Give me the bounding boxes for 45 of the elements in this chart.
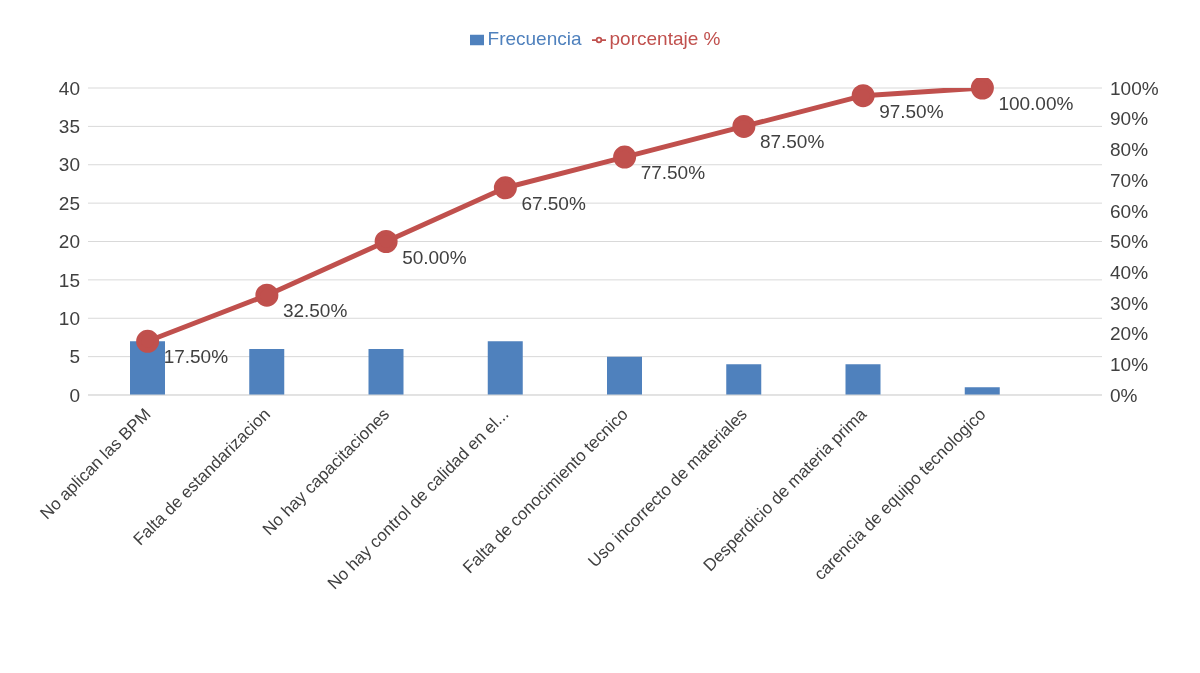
- y2-tick-label: 90%: [1110, 108, 1149, 130]
- y-tick-label: 40: [58, 77, 80, 99]
- data-label: 17.50%: [163, 346, 229, 368]
- y2-tick-label: 70%: [1110, 169, 1149, 191]
- y2-tick-label: 10%: [1110, 354, 1149, 376]
- y-tick-label: 25: [58, 192, 80, 214]
- bar: [726, 364, 762, 395]
- data-label: 100.00%: [998, 93, 1074, 114]
- bar: [487, 341, 523, 395]
- y-tick-label: 5: [69, 346, 80, 368]
- data-label: 77.50%: [640, 162, 706, 184]
- data-label: 50.00%: [402, 246, 467, 268]
- bar: [368, 348, 404, 395]
- y2-tick-label: 30%: [1110, 292, 1149, 314]
- point: [970, 78, 994, 100]
- y-tick-label: 35: [58, 116, 80, 138]
- bar: [249, 348, 285, 395]
- bar: [964, 387, 1000, 395]
- bar: [607, 356, 642, 395]
- y-tick-label: 20: [58, 231, 80, 253]
- point: [374, 230, 398, 253]
- point: [613, 145, 637, 169]
- point: [851, 84, 875, 108]
- point: [136, 329, 160, 353]
- y-tick-label: 30: [58, 154, 80, 176]
- data-label: 87.50%: [759, 131, 825, 153]
- point: [732, 114, 756, 138]
- data-label: 67.50%: [521, 192, 586, 214]
- y-tick-label: 15: [58, 269, 80, 291]
- legend-label: Frecuencia: [487, 28, 582, 49]
- y2-tick-label: 50%: [1110, 231, 1149, 253]
- data-label: 97.50%: [879, 100, 944, 122]
- y2-tick-label: 80%: [1110, 139, 1149, 161]
- y-tick-label: 10: [58, 307, 80, 329]
- point: [255, 283, 279, 307]
- y2-tick-label: 0%: [1110, 384, 1138, 406]
- y2-tick-label: 20%: [1110, 323, 1149, 345]
- y2-tick-label: 40%: [1110, 261, 1149, 283]
- y-tick-label: 0: [69, 384, 80, 406]
- y2-tick-label: 60%: [1110, 200, 1149, 222]
- bar: [845, 364, 881, 395]
- data-label: 32.50%: [282, 300, 348, 322]
- y2-tick-label: 100%: [1110, 77, 1159, 99]
- legend-label: porcentaje %: [609, 28, 721, 49]
- point: [493, 176, 517, 200]
